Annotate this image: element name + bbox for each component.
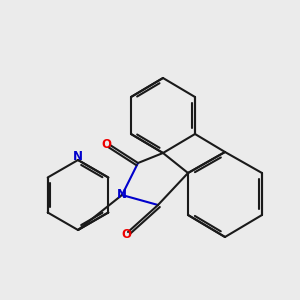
Text: O: O bbox=[101, 139, 111, 152]
Text: N: N bbox=[73, 151, 83, 164]
Text: N: N bbox=[116, 188, 126, 202]
Text: O: O bbox=[122, 229, 131, 242]
